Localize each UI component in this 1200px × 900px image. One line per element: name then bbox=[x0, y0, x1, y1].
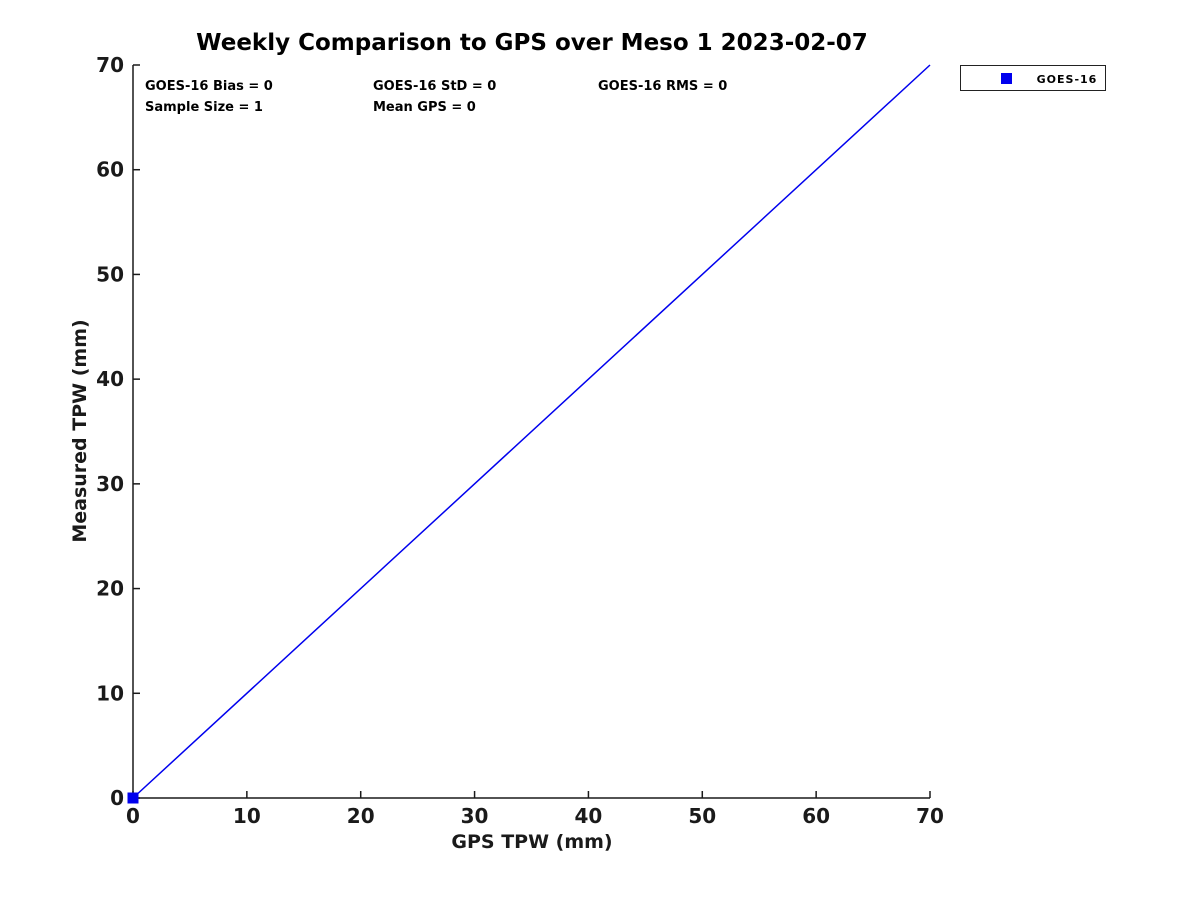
x-tick-label: 20 bbox=[347, 804, 375, 828]
legend-label: GOES-16 bbox=[1036, 73, 1098, 86]
x-tick-label: 0 bbox=[126, 804, 140, 828]
stat-std: GOES-16 StD = 0 bbox=[373, 79, 497, 94]
y-axis-label: Measured TPW (mm) bbox=[69, 319, 91, 543]
legend-marker-square-icon bbox=[1001, 73, 1012, 84]
stat-mean-gps: Mean GPS = 0 bbox=[373, 100, 476, 115]
chart-title: Weekly Comparison to GPS over Meso 1 202… bbox=[196, 30, 868, 56]
x-tick-label: 30 bbox=[461, 804, 489, 828]
stat-bias: GOES-16 Bias = 0 bbox=[145, 79, 273, 94]
x-tick-label: 40 bbox=[575, 804, 603, 828]
legend-box: GOES-16 bbox=[960, 65, 1106, 91]
y-tick-label: 30 bbox=[96, 472, 124, 496]
x-tick-label: 10 bbox=[233, 804, 261, 828]
x-axis-label: GPS TPW (mm) bbox=[451, 831, 613, 853]
y-tick-label: 50 bbox=[96, 262, 124, 286]
y-tick-label: 20 bbox=[96, 577, 124, 601]
data-point-marker bbox=[127, 792, 139, 804]
stat-sample-size: Sample Size = 1 bbox=[145, 100, 263, 115]
y-tick-label: 40 bbox=[96, 367, 124, 391]
stat-rms: GOES-16 RMS = 0 bbox=[598, 79, 728, 94]
y-tick-label: 70 bbox=[96, 53, 124, 77]
identity-line bbox=[132, 64, 931, 799]
x-tick-label: 50 bbox=[688, 804, 716, 828]
y-tick-label: 0 bbox=[110, 786, 124, 810]
x-tick-label: 60 bbox=[802, 804, 830, 828]
x-tick-label: 70 bbox=[916, 804, 944, 828]
y-tick-label: 60 bbox=[96, 158, 124, 182]
y-tick-label: 10 bbox=[96, 681, 124, 705]
